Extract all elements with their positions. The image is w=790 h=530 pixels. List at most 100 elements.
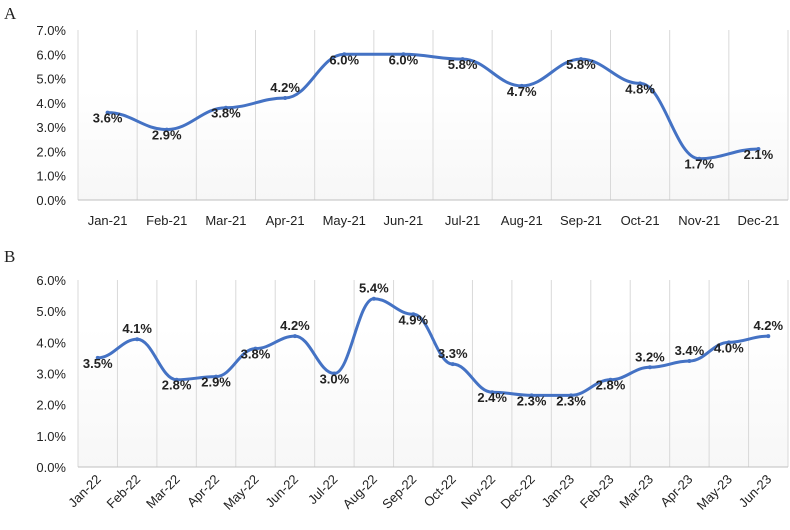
y-tick-label: 7.0% (36, 23, 66, 38)
data-label: 2.3% (517, 393, 547, 408)
data-label: 4.2% (753, 318, 783, 333)
x-tick-label: Jul-21 (445, 213, 480, 228)
data-label: 2.9% (201, 375, 231, 390)
y-tick-label: 4.0% (36, 96, 66, 111)
data-label: 6.0% (389, 52, 419, 67)
data-label: 3.8% (211, 106, 241, 121)
y-tick-label: 6.0% (36, 273, 66, 288)
data-point (371, 296, 376, 301)
data-label: 4.2% (270, 80, 300, 95)
data-label: 2.8% (596, 378, 626, 393)
data-label: 2.9% (152, 128, 182, 143)
x-tick-label: Oct-22 (421, 472, 459, 510)
x-tick-label: Jun-23 (736, 472, 775, 511)
x-tick-label: Aug-21 (501, 213, 543, 228)
data-label: 2.4% (477, 390, 507, 405)
data-point (647, 365, 652, 370)
x-tick-label: Dec-21 (737, 213, 779, 228)
data-point (726, 340, 731, 345)
data-point (460, 57, 465, 62)
panel-letter-b: B (4, 247, 15, 266)
data-point (135, 337, 140, 342)
data-label: 2.3% (556, 393, 586, 408)
data-point (450, 362, 455, 367)
data-point (401, 52, 406, 57)
data-label: 2.1% (744, 147, 774, 162)
y-tick-label: 4.0% (36, 335, 66, 350)
data-label: 5.8% (448, 57, 478, 72)
data-point (342, 52, 347, 57)
data-label: 3.6% (93, 111, 123, 126)
x-tick-label: Nov-21 (678, 213, 720, 228)
data-label: 1.7% (684, 157, 714, 172)
y-tick-label: 6.0% (36, 47, 66, 62)
chart-panel-b: B 0.0%1.0%2.0%3.0%4.0%5.0%6.0%Jan-22 Feb-… (4, 247, 789, 513)
data-point (697, 156, 702, 161)
y-tick-label: 5.0% (36, 72, 66, 87)
data-point (164, 127, 169, 132)
data-label: 3.8% (241, 347, 271, 362)
x-tick-label: Apr-21 (266, 213, 305, 228)
data-point (292, 334, 297, 339)
x-tick-label: May-21 (323, 213, 366, 228)
data-label: 4.0% (714, 340, 744, 355)
data-label: 3.5% (83, 356, 113, 371)
y-tick-label: 3.0% (36, 367, 66, 382)
data-point (578, 57, 583, 62)
y-tick-label: 2.0% (36, 144, 66, 159)
x-tick-label: Jan-21 (88, 213, 128, 228)
data-label: 4.7% (507, 84, 537, 99)
data-point (214, 374, 219, 379)
data-point (766, 334, 771, 339)
data-point (756, 147, 761, 151)
data-label: 5.4% (359, 281, 389, 296)
x-tick-label: Oct-21 (621, 213, 660, 228)
data-label: 2.8% (162, 378, 192, 393)
x-tick-label: May-22 (220, 472, 261, 513)
y-tick-label: 3.0% (36, 120, 66, 135)
x-tick-label: Feb-23 (577, 472, 617, 512)
data-label: 3.2% (635, 349, 665, 364)
data-point (490, 390, 495, 395)
x-tick-label: Jan-23 (538, 472, 577, 511)
data-label: 3.0% (320, 372, 350, 387)
y-tick-label: 1.0% (36, 169, 66, 184)
y-tick-label: 2.0% (36, 398, 66, 413)
data-label: 4.8% (625, 81, 655, 96)
data-point (687, 359, 692, 364)
y-tick-label: 0.0% (36, 460, 66, 475)
data-label: 4.2% (280, 318, 310, 333)
x-tick-label: Feb-21 (146, 213, 187, 228)
x-tick-label: Apr-22 (184, 472, 222, 510)
x-tick-label: Aug-22 (340, 472, 380, 512)
x-tick-label: Jan-22 (65, 472, 104, 511)
data-point (411, 312, 416, 317)
panel-letter-a: A (4, 4, 17, 23)
x-tick-label: Jul-22 (305, 472, 341, 508)
data-label: 4.1% (122, 321, 152, 336)
x-tick-label: Jun-22 (262, 472, 301, 511)
data-label: 3.3% (438, 346, 468, 361)
data-point (223, 105, 228, 110)
data-point (105, 110, 110, 115)
x-tick-label: May-23 (694, 472, 735, 513)
data-point (569, 393, 574, 398)
x-tick-label: Apr-23 (657, 472, 695, 510)
data-label: 6.0% (329, 52, 359, 67)
data-point (519, 83, 524, 88)
data-point (174, 377, 179, 382)
series-line (106, 52, 760, 161)
y-tick-label: 0.0% (36, 193, 66, 208)
x-tick-label: Nov-22 (458, 472, 498, 512)
data-point (253, 346, 258, 351)
data-point (283, 96, 288, 100)
x-tick-label: Sep-22 (379, 472, 419, 512)
x-tick-label: Sep-21 (560, 213, 602, 228)
x-tick-label: Feb-22 (104, 472, 144, 512)
data-label: 4.9% (398, 312, 428, 327)
data-point (638, 81, 643, 86)
data-point (95, 355, 100, 360)
x-tick-label: Mar-22 (143, 472, 183, 512)
data-point (529, 393, 534, 398)
x-tick-label: Mar-23 (616, 472, 656, 512)
